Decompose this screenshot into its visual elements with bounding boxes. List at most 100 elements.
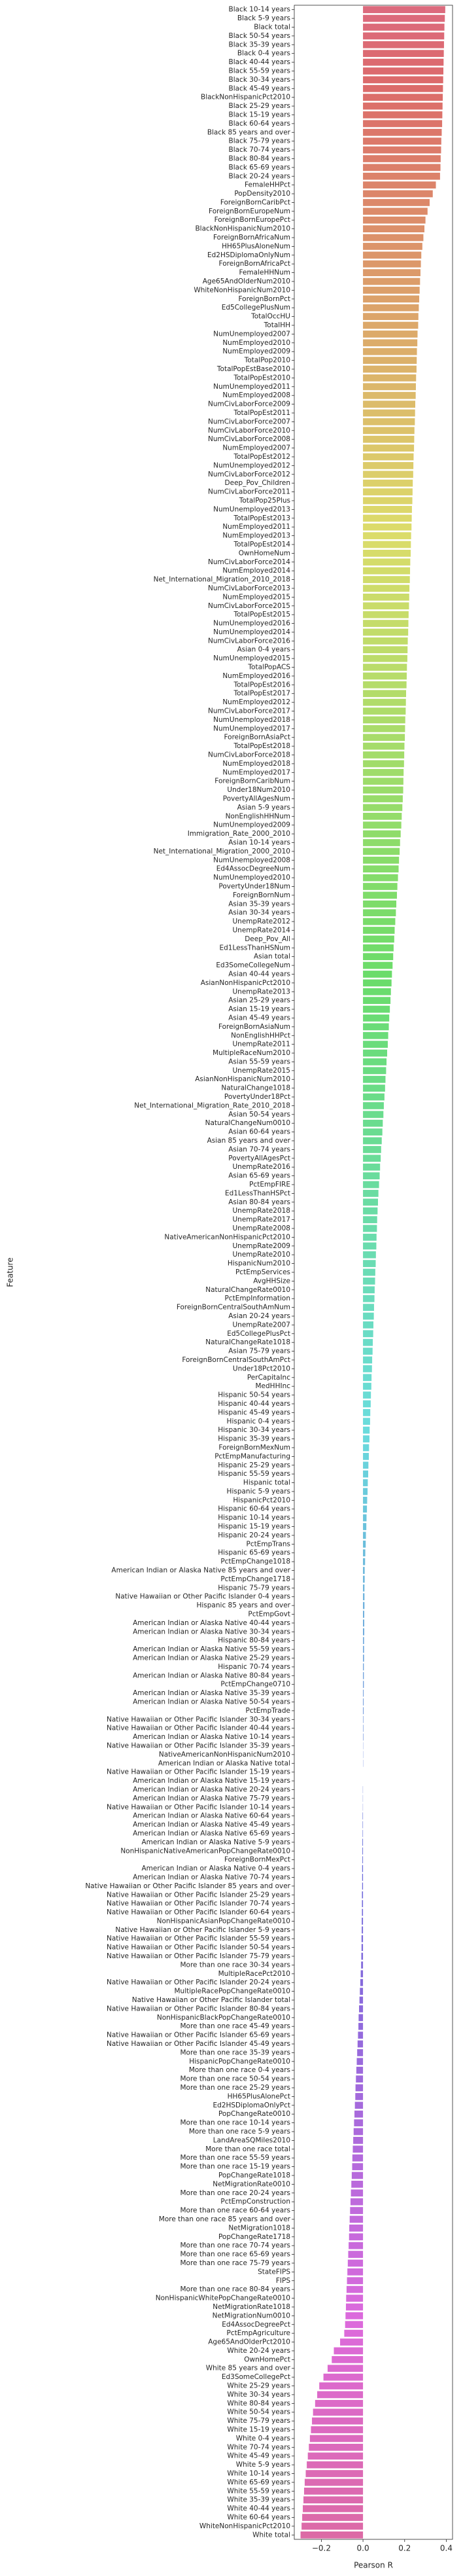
bar	[351, 2189, 364, 2197]
bar	[363, 900, 397, 908]
bar	[363, 1452, 369, 1460]
bar	[345, 2312, 364, 2319]
bar	[363, 971, 392, 978]
y-tick-label: PctEmpServices	[235, 1268, 290, 1276]
y-tick-label: PctEmpFIRE	[249, 1181, 290, 1189]
y-tick-label: UnempRate2010	[233, 1251, 291, 1259]
y-tick-label: Asian total	[254, 953, 290, 961]
bar	[363, 1198, 379, 1206]
bar	[363, 1348, 373, 1355]
y-tick-label: Hispanic 40-44 years	[218, 1400, 290, 1408]
y-tick-label: Black 10-14 years	[229, 6, 291, 14]
bar	[363, 1102, 384, 1109]
y-tick-label: UnempRate2011	[233, 1041, 291, 1048]
y-tick-label: NetMigrationRate0010	[213, 2180, 290, 2188]
y-tick-label: NaturalChange1018	[221, 1084, 290, 1092]
y-tick-label: Asian 30-34 years	[228, 909, 290, 917]
bar	[311, 2426, 364, 2433]
y-tick-label: NumCivLaborForce2016	[208, 637, 290, 645]
bar	[363, 979, 392, 987]
bar	[363, 1628, 364, 1636]
y-tick-label: NonHispanicNativeAmericanPopChangeRate00…	[120, 1847, 290, 1855]
y-tick-label: Hispanic 15-19 years	[218, 1523, 290, 1531]
y-tick-label: Asian 80-84 years	[228, 1198, 290, 1206]
y-tick-label: NumEmployed2013	[222, 532, 290, 540]
bar	[363, 778, 403, 785]
y-tick-label: NumCivLaborForce2015	[208, 602, 290, 610]
y-tick-label: American Indian or Alaska Native 0-4 yea…	[141, 1865, 290, 1872]
bar	[363, 532, 411, 539]
y-tick-label: More than one race 65-69 years	[180, 2251, 290, 2259]
y-tick-label: White 20-24 years	[227, 2347, 290, 2355]
y-tick-label: ForeignBornEuropePct	[214, 216, 290, 224]
y-tick-label: Black 5-9 years	[237, 14, 290, 22]
bar	[363, 594, 409, 601]
y-tick-label: NumEmployed2012	[222, 698, 290, 706]
bar	[363, 768, 404, 776]
bar	[363, 751, 405, 759]
bar	[363, 795, 403, 802]
bar	[363, 1137, 382, 1145]
bar	[354, 2119, 364, 2126]
y-tick-label: NaturalChangeRate1018	[205, 1338, 290, 1346]
y-tick-label: White 55-59 years	[227, 2487, 290, 2495]
y-tick-label: TotalPopACS	[247, 664, 290, 671]
y-tick-label: ForeignBornNum	[233, 891, 290, 899]
bar	[363, 1041, 388, 1048]
bar	[363, 1488, 368, 1495]
y-tick-label: UnempRate2018	[233, 1207, 291, 1215]
y-tick-label: NumUnemployed2011	[213, 383, 290, 391]
bar	[363, 1146, 381, 1153]
bar	[303, 2487, 364, 2495]
bar	[363, 391, 416, 399]
bar	[363, 1611, 364, 1618]
y-tick-label: White 15-19 years	[227, 2426, 290, 2434]
y-tick-label: White 10-14 years	[227, 2470, 290, 2478]
bar	[363, 1505, 368, 1513]
bar	[301, 2522, 364, 2530]
y-tick-label: NumEmployed2010	[222, 339, 290, 347]
bar	[363, 681, 407, 689]
y-tick-label: PctEmpManufacturing	[214, 1452, 290, 1460]
y-tick-label: Under18Num2010	[227, 786, 290, 794]
bar	[352, 2145, 364, 2153]
bar	[363, 1479, 368, 1486]
y-tick-label: White 75-79 years	[227, 2417, 290, 2425]
y-tick-label: White 85 years and over	[206, 2365, 291, 2372]
y-tick-label: More than one race 85 years and over	[159, 2215, 291, 2223]
bar	[363, 1549, 366, 1557]
y-tick-label: More than one race 60-64 years	[180, 2207, 290, 2215]
y-tick-label: UnempRate2013	[233, 988, 291, 995]
bar	[354, 2102, 364, 2109]
bar	[363, 199, 430, 206]
bar	[363, 988, 391, 995]
y-tick-label: Native Hawaiian or Other Pacific Islande…	[85, 1882, 290, 1890]
bar	[363, 331, 418, 338]
y-tick-label: White 65-69 years	[227, 2478, 290, 2486]
y-tick-label: NumCivLaborForce2017	[208, 707, 290, 715]
y-tick-label: NumCivLaborForce2008	[208, 435, 290, 443]
y-tick-label: TotalHH	[264, 321, 290, 329]
bar	[309, 2443, 364, 2451]
bar	[363, 1681, 364, 1689]
y-tick-label: UnempRate2012	[233, 918, 291, 925]
y-tick-label: TotalPopEst2013	[233, 514, 290, 522]
bar	[334, 2347, 364, 2355]
y-tick-label: NumCivLaborForce2011	[208, 488, 290, 496]
bar	[363, 997, 391, 1005]
y-tick-label: White total	[252, 2531, 290, 2539]
y-tick-label: PopChangeRate0010	[218, 2110, 290, 2118]
y-tick-label: ForeignBornEuropeNum	[209, 207, 290, 215]
y-tick-label: AsianNonHispanicNum2010	[195, 1075, 290, 1083]
y-tick-label: NumUnemployed2017	[213, 724, 290, 732]
y-tick-label: Native Hawaiian or Other Pacific Islande…	[107, 1908, 290, 1916]
y-tick-label: Hispanic 65-69 years	[218, 1549, 290, 1557]
bar	[362, 1821, 364, 1829]
bar	[305, 2470, 364, 2477]
y-tick-label: NumEmployed2007	[222, 444, 290, 452]
y-tick-label: MedHHInc	[256, 1382, 291, 1390]
y-tick-label: White 60-64 years	[227, 2514, 290, 2522]
bar	[363, 1067, 386, 1075]
bar	[363, 1163, 381, 1171]
y-tick-label: Native Hawaiian or Other Pacific Islande…	[107, 2040, 290, 2048]
